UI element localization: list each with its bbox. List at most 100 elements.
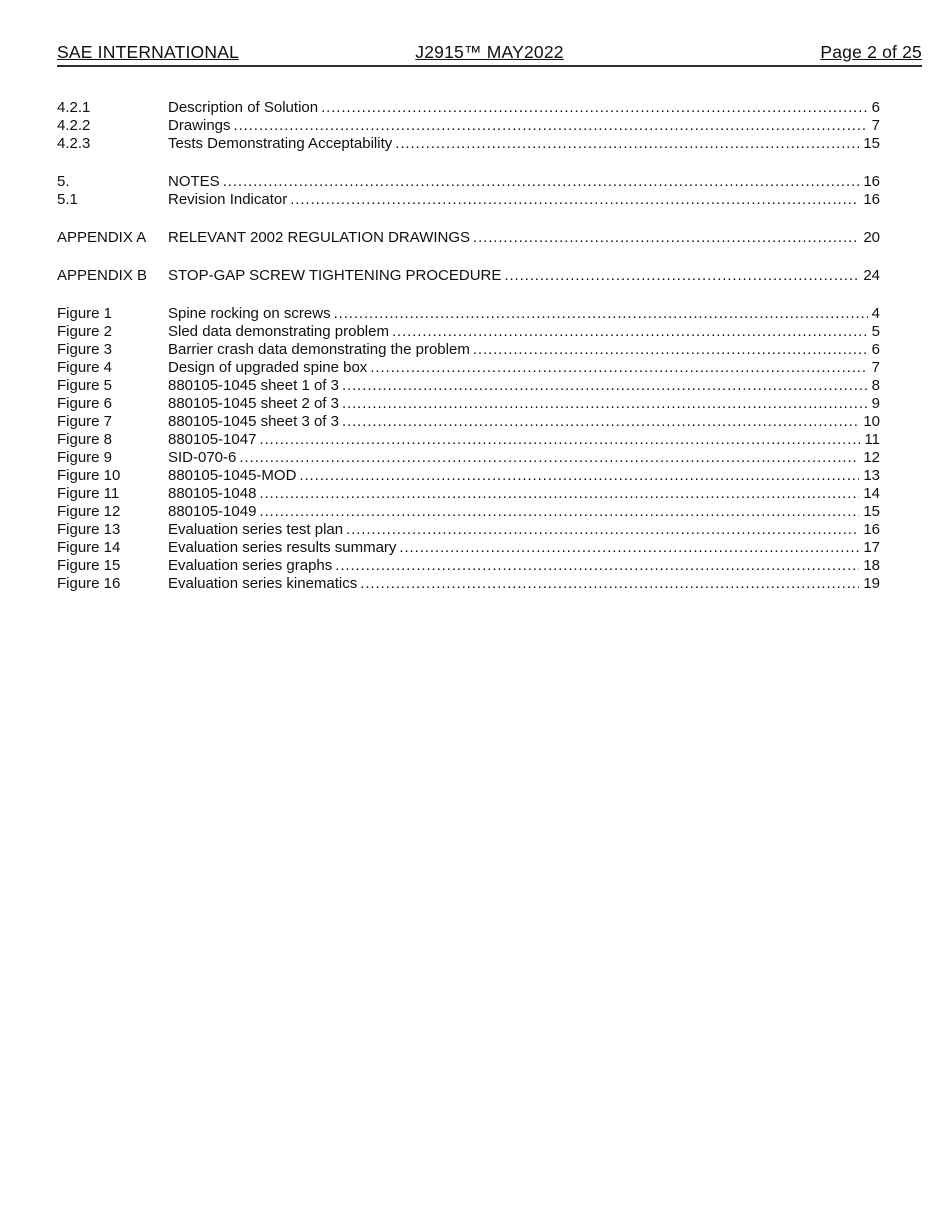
toc-entry-title: Description of Solution bbox=[168, 99, 319, 116]
toc-leader-dots: ........................................… bbox=[341, 377, 868, 394]
toc-row: 5.1 Revision Indicator .................… bbox=[57, 191, 880, 209]
toc-row: Figure 15 Evaluation series graphs .....… bbox=[57, 557, 880, 575]
toc-entry-title: Drawings bbox=[168, 117, 231, 134]
toc-entry-label: 4.2.3 bbox=[57, 135, 91, 152]
toc-entry-label: APPENDIX B bbox=[57, 267, 148, 284]
toc-entry-label: 4.2.2 bbox=[57, 117, 91, 134]
toc-leader-dots: ........................................… bbox=[399, 539, 859, 556]
toc-entry-label: Figure 12 bbox=[57, 503, 121, 520]
toc-entry-title: SID-070-6 bbox=[168, 449, 237, 466]
toc-leader-dots: ........................................… bbox=[472, 341, 868, 358]
toc-entry-page-number: 4 bbox=[871, 305, 880, 322]
document-header: SAE INTERNATIONAL J2915™ MAY2022 Page 2 … bbox=[57, 42, 922, 67]
toc-leader-dots: ........................................… bbox=[473, 229, 860, 246]
toc-entry-label: Figure 14 bbox=[57, 539, 121, 556]
toc-row: APPENDIX A RELEVANT 2002 REGULATION DRAW… bbox=[57, 229, 880, 247]
toc-entry-label: Figure 7 bbox=[57, 413, 113, 430]
toc-row: Figure 7 880105-1045 sheet 3 of 3 ......… bbox=[57, 413, 880, 431]
toc-entry-title: Sled data demonstrating problem bbox=[168, 323, 389, 340]
toc-row: Figure 13 Evaluation series test plan ..… bbox=[57, 521, 880, 539]
toc-row: Figure 4 Design of upgraded spine box ..… bbox=[57, 359, 880, 377]
toc-entry-title: 880105-1047 bbox=[168, 431, 257, 448]
toc-entry-label: Figure 11 bbox=[57, 485, 120, 502]
toc-entry-label: Figure 3 bbox=[57, 341, 113, 358]
toc-entry-page-number: 8 bbox=[871, 377, 880, 394]
toc-row: Figure 3 Barrier crash data demonstratin… bbox=[57, 341, 880, 359]
toc-row: Figure 12 880105-1049 ..................… bbox=[57, 503, 880, 521]
toc-leader-dots: ........................................… bbox=[346, 521, 859, 538]
toc-leader-dots: ........................................… bbox=[259, 431, 861, 448]
toc-entry-label: 5. bbox=[57, 173, 70, 190]
toc-entry-page-number: 7 bbox=[871, 359, 880, 376]
toc-entry-title: Tests Demonstrating Acceptability bbox=[168, 135, 393, 152]
toc-entry-label: Figure 2 bbox=[57, 323, 113, 340]
toc-leader-dots: ........................................… bbox=[259, 485, 860, 502]
toc-entry-page-number: 13 bbox=[863, 467, 880, 484]
header-page-indicator: Page 2 of 25 bbox=[820, 42, 922, 62]
toc-entry-title: 880105-1045 sheet 2 of 3 bbox=[168, 395, 339, 412]
toc-entry-label: 5.1 bbox=[57, 191, 78, 208]
toc-leader-dots: ........................................… bbox=[299, 467, 859, 484]
toc-entry-page-number: 20 bbox=[863, 229, 880, 246]
toc-entry-page-number: 6 bbox=[871, 341, 880, 358]
toc-row: 4.2.1 Description of Solution ..........… bbox=[57, 99, 880, 117]
toc-entry-title: 880105-1049 bbox=[168, 503, 257, 520]
toc-entry-page-number: 16 bbox=[863, 521, 880, 538]
toc-leader-dots: ........................................… bbox=[222, 173, 860, 190]
toc-entry-title: Barrier crash data demonstrating the pro… bbox=[168, 341, 470, 358]
toc-entry-page-number: 11 bbox=[864, 431, 880, 448]
toc-entry-title: 880105-1045 sheet 3 of 3 bbox=[168, 413, 339, 430]
toc-entry-title: Revision Indicator bbox=[168, 191, 288, 208]
toc-section: APPENDIX A RELEVANT 2002 REGULATION DRAW… bbox=[57, 229, 880, 247]
toc-entry-label: Figure 16 bbox=[57, 575, 121, 592]
toc-entry-page-number: 9 bbox=[871, 395, 880, 412]
toc-row: 5. NOTES ...............................… bbox=[57, 173, 880, 191]
toc-leader-dots: ........................................… bbox=[233, 117, 868, 134]
toc-entry-page-number: 6 bbox=[871, 99, 880, 116]
toc-entry-title: NOTES bbox=[168, 173, 220, 190]
toc-leader-dots: ........................................… bbox=[391, 323, 868, 340]
toc-row: 4.2.2 Drawings .........................… bbox=[57, 117, 880, 135]
toc-entry-title: RELEVANT 2002 REGULATION DRAWINGS bbox=[168, 229, 471, 246]
toc-row: Figure 16 Evaluation series kinematics .… bbox=[57, 575, 880, 593]
toc-leader-dots: ........................................… bbox=[290, 191, 859, 208]
toc-entry-label: Figure 5 bbox=[57, 377, 113, 394]
toc-leader-dots: ........................................… bbox=[395, 135, 859, 152]
toc-row: Figure 8 880105-1047 ...................… bbox=[57, 431, 880, 449]
toc-leader-dots: ........................................… bbox=[239, 449, 859, 466]
toc-entry-label: Figure 13 bbox=[57, 521, 121, 538]
toc-leader-dots: ........................................… bbox=[341, 395, 868, 412]
toc-entry-title: Evaluation series results summary bbox=[168, 539, 397, 556]
toc-entry-page-number: 15 bbox=[863, 503, 880, 520]
toc-row: APPENDIX B STOP-GAP SCREW TIGHTENING PRO… bbox=[57, 267, 880, 285]
toc-leader-dots: ........................................… bbox=[333, 305, 868, 322]
toc-leader-dots: ........................................… bbox=[335, 557, 859, 574]
toc-entry-page-number: 19 bbox=[863, 575, 880, 592]
toc-entry-title: 880105-1045-MOD bbox=[168, 467, 297, 484]
toc-row: Figure 11 880105-1048 ..................… bbox=[57, 485, 880, 503]
toc-row: Figure 5 880105-1045 sheet 1 of 3 ......… bbox=[57, 377, 880, 395]
toc-entry-title: 880105-1045 sheet 1 of 3 bbox=[168, 377, 339, 394]
toc-entry-label: Figure 4 bbox=[57, 359, 113, 376]
toc-entry-page-number: 14 bbox=[863, 485, 880, 502]
toc-entry-page-number: 10 bbox=[863, 413, 880, 430]
toc-entry-title: 880105-1048 bbox=[168, 485, 257, 502]
header-publisher: SAE INTERNATIONAL bbox=[57, 42, 239, 62]
toc-row: Figure 2 Sled data demonstrating problem… bbox=[57, 323, 880, 341]
toc-entry-page-number: 7 bbox=[871, 117, 880, 134]
toc-section: Figure 1 Spine rocking on screws .......… bbox=[57, 305, 880, 593]
toc-section: 5. NOTES ...............................… bbox=[57, 173, 880, 209]
toc-entry-title: Spine rocking on screws bbox=[168, 305, 331, 322]
toc-entry-page-number: 15 bbox=[863, 135, 880, 152]
toc-entry-label: Figure 8 bbox=[57, 431, 113, 448]
header-document-number: J2915™ MAY2022 bbox=[415, 42, 564, 62]
toc-entry-label: Figure 1 bbox=[57, 305, 113, 322]
table-of-contents: 4.2.1 Description of Solution ..........… bbox=[57, 99, 880, 593]
toc-entry-label: Figure 15 bbox=[57, 557, 121, 574]
toc-entry-label: Figure 10 bbox=[57, 467, 121, 484]
toc-entry-label: Figure 6 bbox=[57, 395, 113, 412]
toc-leader-dots: ........................................… bbox=[504, 267, 860, 284]
toc-leader-dots: ........................................… bbox=[341, 413, 859, 430]
toc-entry-page-number: 17 bbox=[863, 539, 880, 556]
